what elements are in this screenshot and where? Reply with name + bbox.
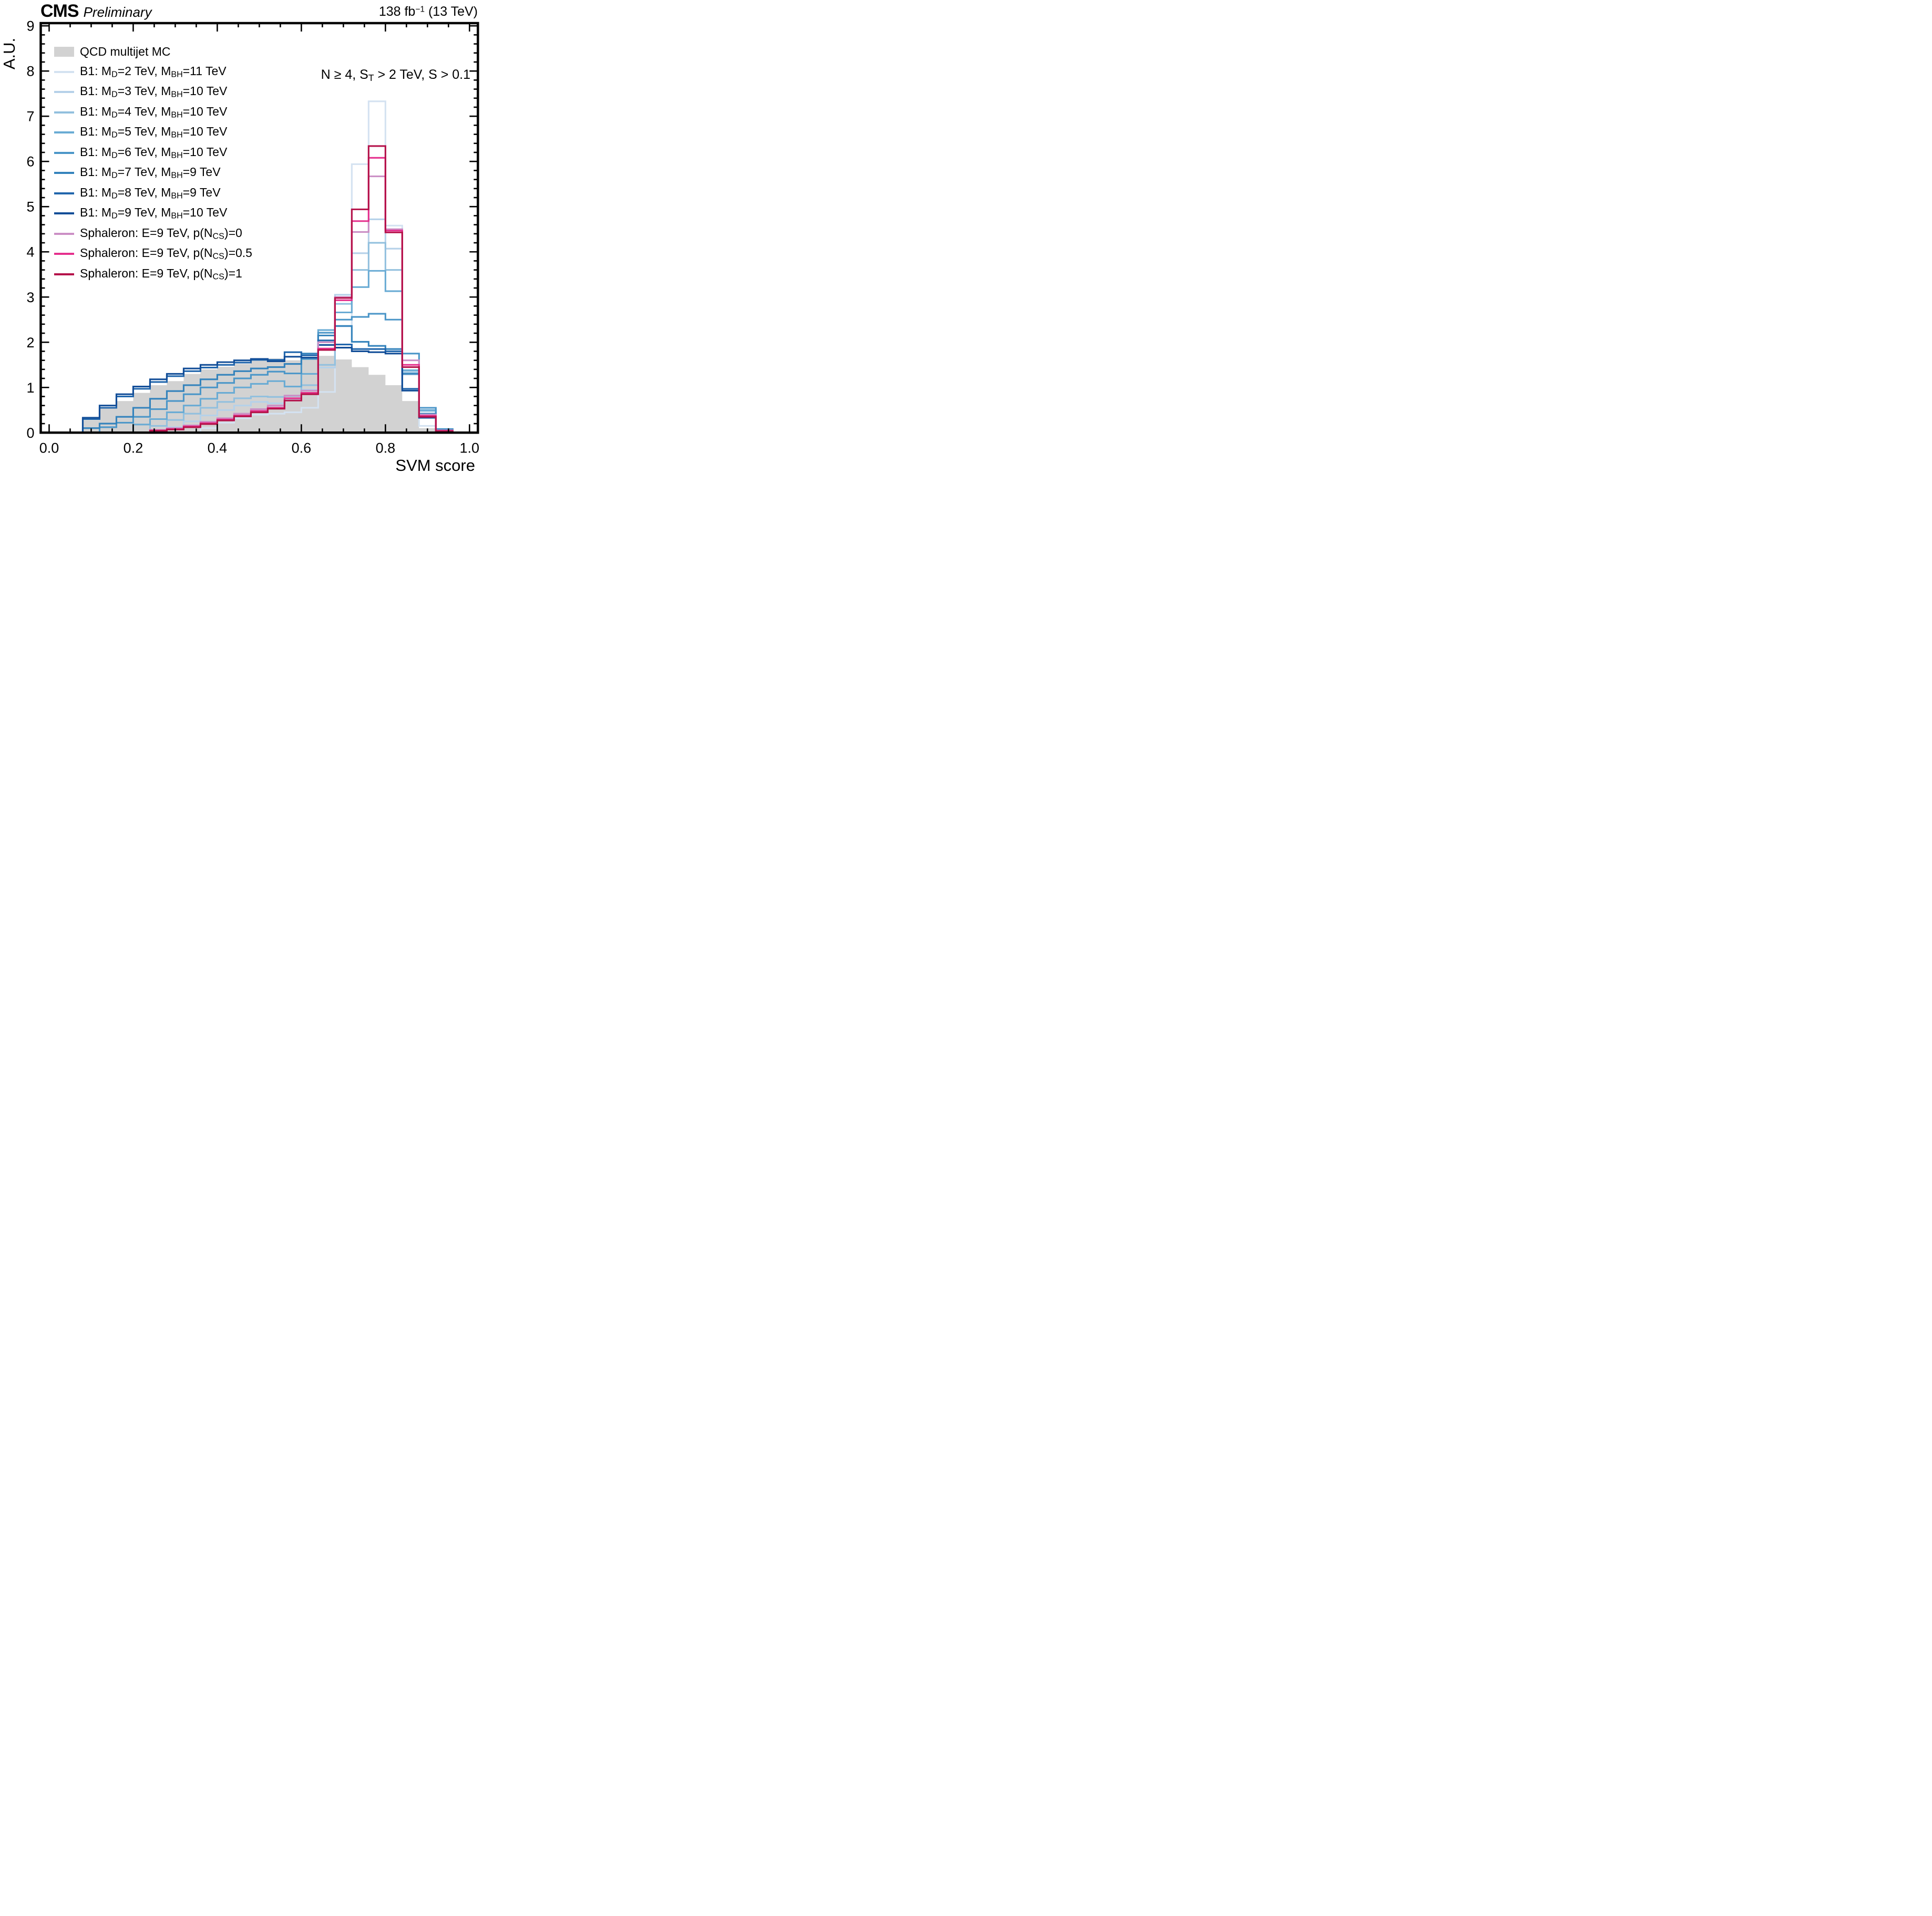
subscript-text: T xyxy=(368,72,374,83)
text-part: > 2 TeV, S > 0.1 xyxy=(374,67,470,82)
svm-score-chart: 0.0 0.2 0.4 0.6 0.8 1.0 0 1 2 3 4 5 6 7 8 9 xyxy=(26,18,479,456)
x-tick-label: 0.8 xyxy=(376,440,396,456)
y-tick-label: 6 xyxy=(26,154,34,170)
x-tick-label: 0.2 xyxy=(124,440,143,456)
luminosity-label: 138 fb−1 (13 TeV) xyxy=(379,4,478,19)
series-sphaleron-p1-line xyxy=(49,145,470,434)
axis-ticks xyxy=(40,23,478,434)
y-tick-label: 4 xyxy=(26,244,34,260)
text-part: 138 fb xyxy=(378,4,416,19)
cms-figure: 0.0 0.2 0.4 0.6 0.8 1.0 0 1 2 3 4 5 6 7 8 9 CMS Prelimi… xyxy=(0,0,483,479)
y-tick-label: 1 xyxy=(26,380,34,396)
experiment-logo: CMS xyxy=(40,1,79,21)
x-tick-label: 0.4 xyxy=(208,440,228,456)
selection-annotation: N ≥ 4, ST > 2 TeV, S > 0.1 xyxy=(321,67,470,84)
x-axis-label: SVM score xyxy=(395,456,475,475)
y-tick-label: 0 xyxy=(26,425,34,441)
x-tick-label: 0.0 xyxy=(39,440,59,456)
preliminary-label: Preliminary xyxy=(83,4,152,20)
series-qcd-area xyxy=(49,356,470,433)
y-tick-label: 8 xyxy=(26,64,34,79)
header: CMS Preliminary xyxy=(40,1,152,22)
y-tick-label: 7 xyxy=(26,109,34,125)
y-tick-label: 2 xyxy=(26,335,34,351)
y-axis-label: A.U. xyxy=(0,37,19,70)
text-part: (13 TeV) xyxy=(425,4,478,19)
x-tick-label: 1.0 xyxy=(460,440,480,456)
y-tick-label: 5 xyxy=(26,199,34,215)
superscript-text: −1 xyxy=(415,5,425,14)
tick-labels: 0.0 0.2 0.4 0.6 0.8 1.0 0 1 2 3 4 5 6 7 8 9 xyxy=(26,18,479,456)
text-part: N ≥ 4, S xyxy=(321,67,368,82)
y-tick-label: 9 xyxy=(26,18,34,34)
histogram-series xyxy=(49,100,470,434)
y-tick-label: 3 xyxy=(26,290,34,305)
x-tick-label: 0.6 xyxy=(292,440,312,456)
